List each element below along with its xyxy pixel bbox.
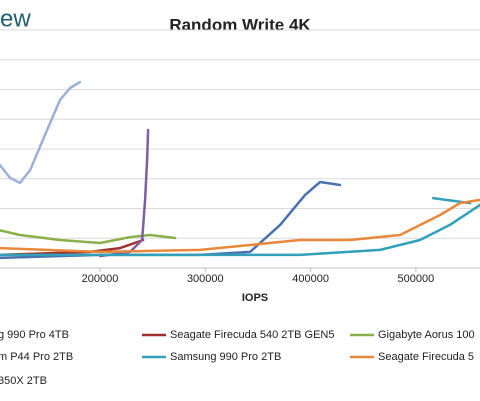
legend-label: 350X 2TB	[0, 375, 47, 387]
legend-label: Seagate Firecuda 5	[378, 351, 474, 363]
legend-label: Samsung 990 Pro 2TB	[170, 351, 281, 363]
series-line	[0, 238, 145, 257]
x-tick-label: 500000	[398, 273, 435, 285]
legend-label: Gigabyte Aorus 100	[378, 329, 475, 341]
series-line	[0, 80, 82, 185]
series-line	[0, 180, 342, 260]
chart-title: Random Write 4K	[169, 15, 311, 34]
legend-label: m P44 Pro 2TB	[0, 351, 73, 363]
series-line	[0, 198, 480, 254]
series-line	[0, 229, 177, 245]
x-tick-label: 200000	[82, 273, 119, 285]
x-tick-label: 400000	[292, 273, 329, 285]
legend-label: Seagate Firecuda 540 2TB GEN5	[170, 329, 334, 341]
x-axis-label: IOPS	[242, 292, 268, 304]
logo: ew	[0, 5, 31, 32]
legend-label: g 990 Pro 4TB	[0, 329, 69, 341]
x-tick-label: 300000	[187, 273, 224, 285]
